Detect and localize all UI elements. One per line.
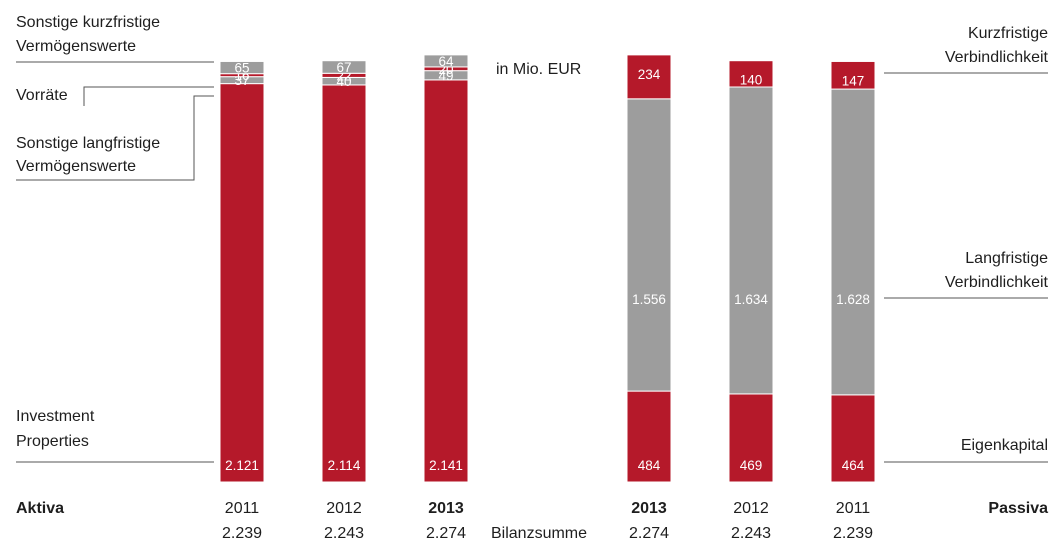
bars-layer: 2.1213716652.1144022672.1414920644841.55… (219, 54, 876, 483)
passiva-title: Passiva (988, 500, 1048, 517)
passiva-bar-eigenkapital-2013 (626, 390, 672, 483)
legend-eigenkapital: Eigenkapital (961, 437, 1048, 454)
leader-line-sonstige-langfristige (16, 95, 214, 181)
aktiva-bar-investment-properties-2012 (321, 84, 367, 483)
passiva-bar-langfristige-verbindlichkeit-2012 (728, 86, 774, 395)
passiva-bar-eigenkapital-2012 (728, 393, 774, 483)
legend-langfristige-line2: Verbindlichkeit (945, 274, 1049, 291)
legend-investment-line2: Properties (16, 433, 89, 450)
passiva-value-langfristige-verbindlichkeit-2011: 1.628 (836, 292, 870, 307)
passiva-year-2012: 2012 (733, 500, 769, 517)
passiva-total-2011: 2.239 (833, 525, 873, 542)
passiva-bar-langfristige-verbindlichkeit-2013 (626, 98, 672, 392)
passiva-bar-eigenkapital-2011 (830, 394, 876, 483)
aktiva-bar-sonstige-kurzfristige-verm-genswerte-2011 (219, 60, 265, 75)
unit-label: in Mio. EUR (496, 61, 581, 78)
legend-sonstige-kurzfristige-line2: Vermögenswerte (16, 38, 136, 55)
aktiva-value-investment-properties-2012: 2.114 (328, 458, 361, 473)
passiva-value-kurzfristige-verbindlichkeit-2011: 147 (842, 73, 865, 88)
aktiva-year-2011: 2011 (225, 500, 260, 517)
passiva-year-2013: 2013 (631, 500, 667, 517)
legend-kurzfristige-line2: Verbindlichkeit (945, 49, 1049, 66)
passiva-value-eigenkapital-2011: 464 (842, 458, 865, 473)
aktiva-bar-sonstige-kurzfristige-verm-genswerte-2013 (423, 54, 469, 68)
aktiva-value-sonstige-kurzfristige-verm-genswerte-2012: 67 (336, 60, 351, 75)
aktiva-year-2013: 2013 (428, 500, 464, 517)
passiva-value-eigenkapital-2013: 484 (638, 458, 661, 473)
aktiva-title: Aktiva (16, 500, 64, 517)
passiva-bar-kurzfristige-verbindlichkeit-2013 (626, 54, 672, 100)
aktiva-total-2011: 2.239 (222, 525, 262, 542)
aktiva-bar-investment-properties-2011 (219, 83, 265, 483)
passiva-total-2013: 2.274 (629, 525, 669, 542)
passiva-value-eigenkapital-2012: 469 (740, 458, 763, 473)
legend-sonstige-kurzfristige-line1: Sonstige kurzfristige (16, 14, 160, 31)
aktiva-total-2012: 2.243 (324, 525, 364, 542)
legend-langfristige-line1: Langfristige (965, 250, 1048, 267)
aktiva-value-sonstige-langfristige-verm-genswerte-2012: 40 (336, 74, 351, 89)
leader-lines-layer (16, 61, 1048, 463)
legend-sonstige-langfristige-line2: Vermögenswerte (16, 158, 136, 175)
passiva-value-langfristige-verbindlichkeit-2013: 1.556 (632, 292, 666, 307)
aktiva-year-2012: 2012 (326, 500, 362, 517)
legend-vorraete: Vorräte (16, 87, 68, 104)
passiva-value-kurzfristige-verbindlichkeit-2013: 234 (638, 67, 661, 82)
aktiva-total-2013: 2.274 (426, 525, 466, 542)
aktiva-value-investment-properties-2013: 2.141 (429, 458, 463, 473)
aktiva-value-investment-properties-2011: 2.121 (225, 458, 259, 473)
total-label: Bilanzsumme (491, 525, 587, 542)
legend-kurzfristige-line1: Kurzfristige (968, 25, 1048, 42)
passiva-total-2012: 2.243 (731, 525, 771, 542)
passiva-year-2011: 2011 (836, 500, 871, 517)
passiva-bar-langfristige-verbindlichkeit-2011 (830, 88, 876, 396)
legend-investment-line1: Investment (16, 408, 95, 425)
legend-sonstige-langfristige-line1: Sonstige langfristige (16, 135, 160, 152)
leader-line-vorraete (83, 86, 214, 106)
passiva-value-langfristige-verbindlichkeit-2012: 1.634 (734, 292, 768, 307)
aktiva-value-sonstige-kurzfristige-verm-genswerte-2013: 64 (438, 54, 454, 69)
passiva-bar-kurzfristige-verbindlichkeit-2011 (830, 60, 876, 90)
passiva-bar-kurzfristige-verbindlichkeit-2012 (728, 60, 774, 88)
aktiva-value-sonstige-kurzfristige-verm-genswerte-2011: 65 (234, 61, 249, 76)
passiva-value-kurzfristige-verbindlichkeit-2012: 140 (740, 73, 763, 88)
aktiva-bar-sonstige-kurzfristige-verm-genswerte-2012 (321, 60, 367, 74)
aktiva-bar-investment-properties-2013 (423, 79, 469, 483)
aktiva-value-sonstige-langfristige-verm-genswerte-2013: 49 (438, 68, 453, 83)
bottom-labels-layer: 2011 2.239 2012 2.243 2013 2.274 2013 2.274 2012… (222, 500, 873, 542)
